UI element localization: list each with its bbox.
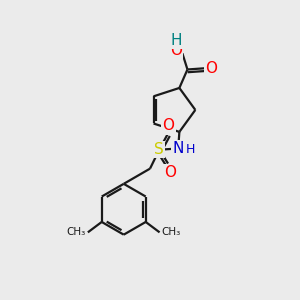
- Text: O: O: [163, 118, 175, 134]
- Text: CH₃: CH₃: [161, 227, 181, 237]
- Text: O: O: [170, 43, 182, 58]
- Text: N: N: [172, 141, 184, 156]
- Text: O: O: [206, 61, 218, 76]
- Text: CH₃: CH₃: [67, 227, 86, 237]
- Text: S: S: [154, 142, 164, 157]
- Text: H: H: [186, 143, 196, 156]
- Text: O: O: [164, 165, 176, 180]
- Text: H: H: [170, 33, 182, 48]
